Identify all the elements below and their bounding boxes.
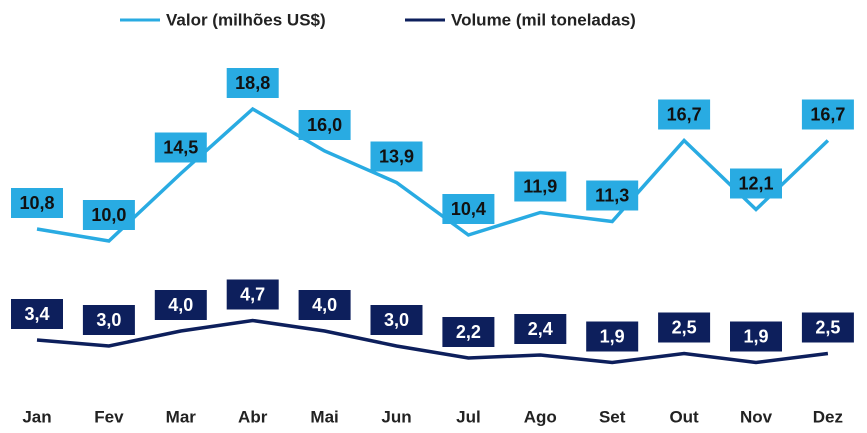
x-tick-label: Jun bbox=[381, 407, 411, 426]
x-tick-label: Mar bbox=[166, 407, 197, 426]
legend-label: Valor (milhões US$) bbox=[166, 10, 326, 29]
data-label-box bbox=[442, 317, 495, 347]
data-label-box bbox=[801, 99, 854, 130]
data-label-box bbox=[298, 290, 351, 320]
data-label-box bbox=[730, 168, 782, 199]
data-label-box bbox=[298, 110, 351, 140]
data-label-box bbox=[226, 68, 279, 98]
data-label: 4,7 bbox=[240, 284, 265, 304]
data-label-box bbox=[154, 290, 207, 320]
data-label: 13,9 bbox=[379, 146, 414, 166]
data-label-box bbox=[586, 180, 639, 211]
data-label-box bbox=[442, 194, 495, 224]
x-tick-label: Fev bbox=[94, 407, 124, 426]
data-label: 16,7 bbox=[810, 104, 845, 124]
data-label: 16,7 bbox=[667, 104, 702, 124]
data-label: 1,9 bbox=[743, 326, 768, 346]
data-label: 12,1 bbox=[738, 173, 773, 193]
data-label-box bbox=[370, 141, 423, 172]
data-label-box bbox=[154, 132, 207, 163]
data-label: 2,2 bbox=[456, 322, 481, 342]
data-label-box bbox=[586, 321, 639, 352]
data-label: 4,0 bbox=[312, 295, 337, 315]
x-tick-label: Nov bbox=[740, 407, 773, 426]
series-line bbox=[36, 318, 829, 365]
data-label: 10,0 bbox=[91, 205, 126, 225]
data-label: 10,8 bbox=[19, 193, 54, 213]
data-label: 3,4 bbox=[24, 304, 49, 324]
data-label: 1,9 bbox=[600, 326, 625, 346]
data-label-box bbox=[658, 312, 711, 343]
x-tick-label: Ago bbox=[524, 407, 557, 426]
data-label: 11,3 bbox=[595, 185, 629, 205]
data-label: 4,0 bbox=[168, 295, 193, 315]
data-label-box bbox=[226, 279, 279, 310]
data-label-box bbox=[11, 299, 63, 329]
data-label: 18,8 bbox=[235, 73, 270, 93]
data-label-box bbox=[514, 314, 567, 344]
x-tick-label: Jan bbox=[22, 407, 51, 426]
x-tick-label: Out bbox=[669, 407, 699, 426]
data-label: 11,9 bbox=[523, 176, 557, 196]
data-label-box bbox=[730, 321, 782, 352]
data-label: 3,0 bbox=[96, 310, 121, 330]
data-label-box bbox=[514, 171, 567, 202]
data-label-box bbox=[11, 188, 63, 218]
data-label-box bbox=[82, 305, 135, 335]
x-tick-label: Jul bbox=[456, 407, 481, 426]
data-label-box bbox=[801, 312, 854, 343]
x-tick-label: Set bbox=[599, 407, 626, 426]
data-label: 16,0 bbox=[307, 115, 342, 135]
data-label: 3,0 bbox=[384, 310, 409, 330]
series-line bbox=[36, 106, 830, 243]
legend-label: Volume (mil toneladas) bbox=[451, 10, 636, 29]
data-label: 2,5 bbox=[815, 317, 840, 337]
x-tick-label: Mai bbox=[310, 407, 338, 426]
data-label: 2,4 bbox=[528, 319, 553, 339]
data-label: 14,5 bbox=[163, 137, 198, 157]
x-tick-label: Abr bbox=[238, 407, 268, 426]
data-label: 10,4 bbox=[451, 199, 486, 219]
data-label-box bbox=[370, 305, 423, 335]
data-label-box bbox=[82, 200, 135, 230]
x-tick-label: Dez bbox=[813, 407, 843, 426]
data-label: 2,5 bbox=[672, 317, 697, 337]
data-label-box bbox=[658, 99, 711, 130]
